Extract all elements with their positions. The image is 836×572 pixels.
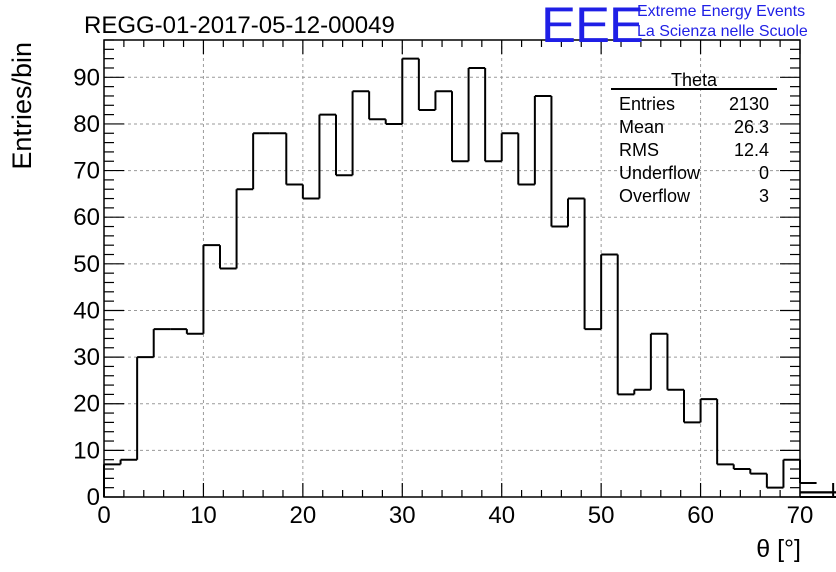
stats-box-title: Theta bbox=[671, 70, 718, 90]
histogram-bin bbox=[318, 113, 337, 199]
histogram-bin bbox=[616, 254, 635, 396]
histogram-bin bbox=[649, 332, 668, 390]
eee-logo-text: Extreme Energy Events La Scienza nelle S… bbox=[637, 2, 808, 42]
y-tick-label: 90 bbox=[73, 64, 100, 91]
stats-value-entries: 2130 bbox=[729, 94, 769, 114]
x-tick-label: 10 bbox=[190, 502, 217, 529]
axis-ticks bbox=[103, 39, 801, 498]
histogram-bin bbox=[401, 57, 419, 124]
histogram-bin bbox=[185, 329, 204, 335]
x-axis-label: θ [°] bbox=[756, 535, 801, 563]
y-tick-label: 0 bbox=[87, 484, 100, 511]
histogram-bin bbox=[550, 95, 569, 228]
y-tick-label: 10 bbox=[73, 437, 100, 464]
y-tick-label: 60 bbox=[73, 204, 100, 231]
chart-title: REGG-01-2017-05-12-00049 bbox=[84, 12, 395, 39]
histogram-bin bbox=[235, 188, 254, 269]
histogram-bin bbox=[800, 483, 835, 498]
grid-lines bbox=[104, 40, 800, 497]
y-tick-label: 50 bbox=[73, 251, 100, 278]
histogram-bin bbox=[567, 197, 585, 227]
stats-value-overflow: 3 bbox=[759, 186, 769, 206]
histogram-bin bbox=[716, 399, 734, 466]
histogram-bin bbox=[285, 133, 303, 186]
y-tick-label: 30 bbox=[73, 344, 100, 371]
histogram-bin bbox=[335, 114, 353, 177]
histogram-bin bbox=[583, 198, 602, 331]
stats-value-underflow: 0 bbox=[759, 163, 769, 183]
histogram-bin bbox=[451, 91, 469, 163]
logo-line-1: Extreme Energy Events bbox=[637, 3, 806, 20]
histogram-bin bbox=[219, 245, 237, 270]
y-tick-label: 20 bbox=[73, 391, 100, 418]
x-tick-label: 60 bbox=[687, 502, 714, 529]
stats-value-rms: 12.4 bbox=[734, 140, 769, 160]
histogram-bin bbox=[384, 119, 403, 125]
histogram-bin bbox=[699, 398, 718, 423]
histogram-bin bbox=[765, 473, 784, 489]
histogram-bin bbox=[533, 94, 552, 185]
y-axis-label: Entries/bin bbox=[7, 42, 37, 170]
histogram-bin bbox=[732, 464, 751, 471]
plot-border bbox=[103, 39, 801, 498]
histogram-bin bbox=[683, 389, 701, 424]
histogram-bin bbox=[484, 67, 502, 163]
x-tick-label: 0 bbox=[97, 502, 110, 529]
stats-label-mean: Mean bbox=[619, 117, 664, 137]
eee-logo-mark: EEE bbox=[541, 0, 644, 53]
stats-box: Theta Entries 2130 Mean 26.3 RMS 12.4 Un… bbox=[611, 70, 777, 206]
histogram-bin bbox=[202, 244, 221, 334]
histogram-bin bbox=[368, 91, 386, 121]
stats-label-overflow: Overflow bbox=[619, 186, 691, 206]
x-tick-label: 30 bbox=[389, 502, 416, 529]
histogram-bin bbox=[749, 469, 767, 475]
x-tick-label: 40 bbox=[488, 502, 515, 529]
histogram-bin bbox=[782, 458, 800, 488]
histogram-bin bbox=[500, 132, 519, 162]
histogram-bin bbox=[800, 491, 836, 494]
histogram-bin bbox=[633, 388, 651, 395]
y-tick-label: 80 bbox=[73, 111, 100, 138]
y-tick-label: 70 bbox=[73, 158, 100, 185]
logo-line-2: La Scienza nelle Scuole bbox=[637, 23, 808, 40]
x-tick-label: 50 bbox=[588, 502, 615, 529]
histogram-bin bbox=[301, 184, 320, 200]
histogram-bin bbox=[252, 132, 270, 190]
histogram-bin bbox=[152, 328, 171, 358]
stats-value-mean: 26.3 bbox=[734, 117, 769, 137]
stats-label-underflow: Underflow bbox=[619, 163, 701, 183]
histogram-bin bbox=[434, 90, 453, 110]
x-tick-label: 70 bbox=[787, 502, 814, 529]
x-tick-label: 20 bbox=[290, 502, 317, 529]
histogram-series bbox=[103, 57, 836, 498]
histogram-bin bbox=[136, 356, 154, 460]
histogram-bin bbox=[467, 66, 486, 162]
histogram-bin bbox=[666, 333, 685, 391]
plot-frame bbox=[103, 39, 801, 498]
histogram-bin bbox=[119, 458, 138, 465]
y-tick-label: 40 bbox=[73, 297, 100, 324]
histogram-bin bbox=[351, 90, 370, 176]
histogram-bin bbox=[517, 133, 535, 186]
stats-label-entries: Entries bbox=[619, 94, 675, 114]
histogram-bin bbox=[600, 253, 618, 330]
stats-label-rms: RMS bbox=[619, 140, 659, 160]
histogram-bin bbox=[417, 58, 436, 111]
